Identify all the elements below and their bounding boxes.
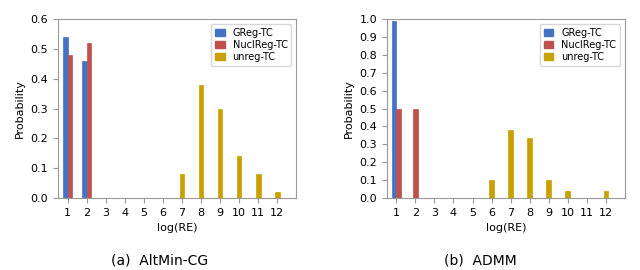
Bar <box>198 85 204 198</box>
Bar <box>489 180 494 198</box>
X-axis label: log(RE): log(RE) <box>486 223 526 233</box>
Bar <box>237 156 241 198</box>
Legend: GReg-TC, NuclReg-TC, unreg-TC: GReg-TC, NuclReg-TC, unreg-TC <box>211 24 291 66</box>
Bar <box>604 191 609 198</box>
Bar <box>527 138 532 198</box>
Bar <box>218 109 223 198</box>
Bar <box>508 130 513 198</box>
Bar <box>256 174 260 198</box>
Text: (a)  AltMin-CG: (a) AltMin-CG <box>111 254 209 268</box>
Bar <box>63 37 68 198</box>
Y-axis label: Probability: Probability <box>15 79 25 138</box>
Bar <box>180 174 184 198</box>
Bar <box>392 21 396 198</box>
Bar <box>82 61 86 198</box>
Text: (b)  ADMM: (b) ADMM <box>444 254 516 268</box>
Bar <box>413 109 418 198</box>
Bar <box>547 180 551 198</box>
Bar <box>68 55 72 198</box>
Bar <box>275 192 280 198</box>
Y-axis label: Probability: Probability <box>344 79 354 138</box>
Bar <box>86 43 92 198</box>
Bar <box>566 191 570 198</box>
X-axis label: log(RE): log(RE) <box>157 223 197 233</box>
Bar <box>396 109 401 198</box>
Legend: GReg-TC, NuclReg-TC, unreg-TC: GReg-TC, NuclReg-TC, unreg-TC <box>540 24 620 66</box>
